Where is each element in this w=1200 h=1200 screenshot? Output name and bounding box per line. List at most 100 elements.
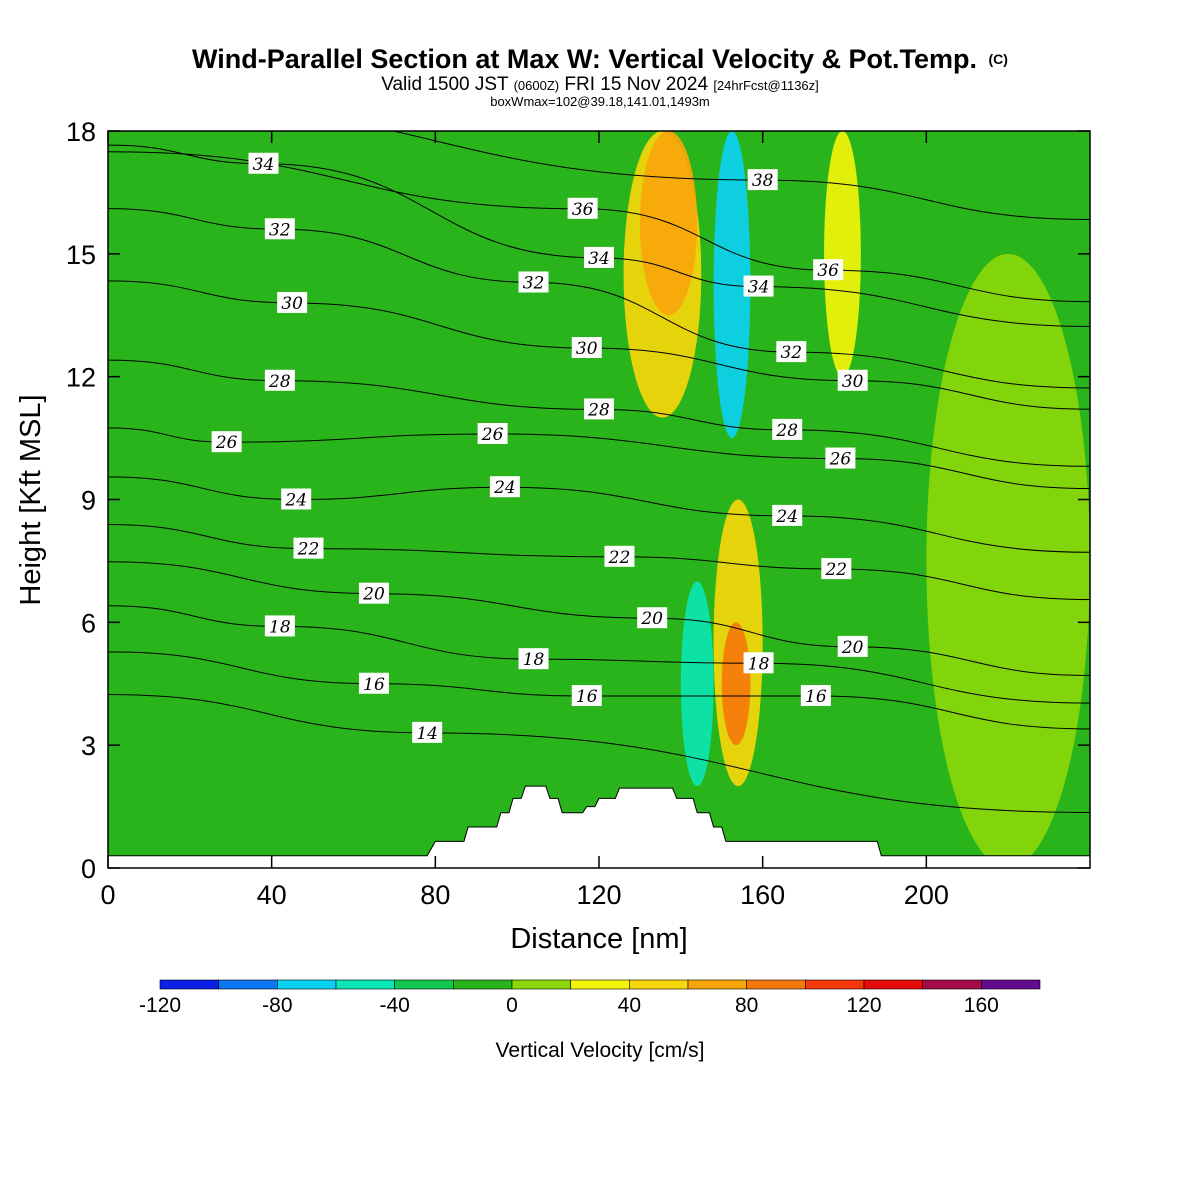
theta-label-text: 24 bbox=[284, 491, 307, 511]
velocity-feature-6 bbox=[824, 131, 861, 377]
velocity-feature-1 bbox=[680, 581, 714, 787]
colorbar-swatch bbox=[159, 979, 219, 990]
theta-label: 16 bbox=[571, 685, 602, 707]
theta-label: 28 bbox=[584, 398, 614, 420]
theta-label: 20 bbox=[637, 607, 668, 629]
x-tick-label: 40 bbox=[257, 880, 287, 910]
colorbar-swatch bbox=[922, 979, 982, 990]
theta-label: 24 bbox=[489, 476, 520, 498]
theta-contour-labels: 34 32 30 28 26 24 22 20 18 16 14 32 26 24 18 16 36 34 30 28… bbox=[211, 152, 868, 744]
theta-label-bg bbox=[358, 672, 389, 694]
theta-label-text: 18 bbox=[269, 617, 291, 637]
theta-label-bg bbox=[837, 635, 868, 657]
theta-label: 18 bbox=[518, 648, 549, 670]
theta-label-bg bbox=[412, 721, 443, 743]
theta-label-bg bbox=[747, 169, 778, 191]
theta-label: 36 bbox=[813, 259, 844, 281]
theta-label-bg bbox=[518, 271, 549, 293]
theta-label-bg bbox=[813, 259, 844, 281]
x-tick-label: 80 bbox=[420, 880, 450, 910]
theta-label-bg bbox=[518, 648, 549, 670]
theta-label: 34 bbox=[743, 275, 774, 298]
theta-label: 26 bbox=[825, 447, 856, 470]
theta-label-text: 22 bbox=[297, 540, 320, 560]
theta-label: 30 bbox=[571, 337, 602, 359]
theta-label-bg bbox=[293, 537, 324, 559]
y-tick-label: 3 bbox=[81, 731, 96, 761]
theta-label-text: 32 bbox=[523, 273, 545, 293]
theta-label-text: 26 bbox=[481, 425, 504, 445]
colorbar-tick-label: 40 bbox=[618, 994, 641, 1017]
theta-label-text: 22 bbox=[824, 560, 847, 580]
theta-label-text: 32 bbox=[269, 220, 291, 240]
theta-label-bg bbox=[772, 418, 803, 440]
theta-label: 28 bbox=[772, 418, 803, 441]
title-text: Wind-Parallel Section at Max W: Vertical… bbox=[192, 44, 977, 74]
colorbar-swatch bbox=[570, 979, 630, 990]
theta-label: 34 bbox=[248, 152, 279, 175]
theta-label: 26 bbox=[211, 431, 242, 453]
theta-label-text: 22 bbox=[608, 548, 631, 568]
theta-contour-18 bbox=[108, 605, 1090, 704]
theta-label-bg bbox=[477, 422, 508, 444]
y-tick-label: 0 bbox=[81, 854, 96, 884]
valid-date: FRI 15 Nov 2024 bbox=[564, 74, 709, 95]
theta-label-bg bbox=[571, 685, 602, 707]
theta-label-text: 20 bbox=[640, 609, 663, 629]
velocity-feature-0 bbox=[713, 131, 751, 439]
theta-label-text: 14 bbox=[416, 724, 438, 744]
velocity-feature-7 bbox=[926, 253, 1090, 868]
theta-label-text: 28 bbox=[587, 400, 610, 420]
theta-label: 24 bbox=[281, 488, 312, 511]
theta-label-bg bbox=[743, 275, 774, 297]
theta-label: 30 bbox=[837, 369, 868, 392]
copyright-mark: (C) bbox=[988, 51, 1008, 67]
y-tick-label: 9 bbox=[81, 486, 96, 516]
colorbar: -120 -80 -40 0 40 80 120 160 bbox=[139, 979, 1041, 1017]
theta-label-bg bbox=[776, 341, 807, 363]
theta-label-bg bbox=[277, 291, 308, 313]
colorbar-tick-label: 120 bbox=[846, 994, 881, 1017]
valid-prefix: Valid 1500 JST bbox=[381, 74, 509, 95]
theta-label: 36 bbox=[567, 197, 598, 220]
colorbar-swatch bbox=[805, 979, 865, 990]
theta-label-text: 38 bbox=[752, 171, 774, 191]
theta-contour-14 bbox=[108, 694, 1090, 813]
theta-label-bg bbox=[584, 398, 614, 420]
colorbar-swatch bbox=[629, 979, 689, 990]
theta-label-text: 24 bbox=[493, 478, 516, 498]
theta-label-bg bbox=[837, 369, 868, 391]
colorbar-label: Vertical Velocity [cm/s] bbox=[496, 1039, 705, 1062]
velocity-field bbox=[108, 131, 1090, 868]
theta-contour-38 bbox=[391, 131, 1090, 220]
theta-label-bg bbox=[772, 504, 803, 526]
theta-label: 24 bbox=[772, 504, 803, 527]
theta-label: 34 bbox=[584, 246, 614, 269]
theta-label-text: 28 bbox=[268, 372, 291, 392]
y-tick-label: 18 bbox=[66, 117, 96, 147]
theta-label: 18 bbox=[264, 615, 295, 637]
x-tick-label: 120 bbox=[576, 880, 621, 910]
x-tick-label: 160 bbox=[740, 880, 785, 910]
theta-label-bg bbox=[211, 431, 242, 453]
theta-label-bg bbox=[743, 652, 774, 674]
theta-label-text: 20 bbox=[841, 638, 864, 658]
colorbar-swatch bbox=[335, 979, 395, 990]
theta-label: 16 bbox=[800, 685, 831, 707]
theta-label-bg bbox=[821, 558, 852, 580]
theta-label-bg bbox=[637, 607, 668, 629]
theta-contour-36 bbox=[108, 151, 1090, 303]
theta-label-text: 18 bbox=[748, 654, 770, 674]
terrain-profile bbox=[107, 785, 1091, 869]
theta-label-text: 34 bbox=[253, 155, 275, 175]
theta-label: 22 bbox=[604, 545, 635, 568]
theta-label-text: 36 bbox=[572, 200, 594, 220]
y-tick-label: 12 bbox=[66, 363, 96, 393]
theta-label-text: 32 bbox=[780, 343, 802, 363]
y-axis-label: Height [Kft MSL] bbox=[15, 394, 47, 605]
theta-label-bg bbox=[264, 615, 295, 637]
colorbar-swatch bbox=[687, 979, 747, 990]
y-tick-label: 6 bbox=[81, 608, 96, 638]
theta-label: 38 bbox=[747, 169, 778, 191]
